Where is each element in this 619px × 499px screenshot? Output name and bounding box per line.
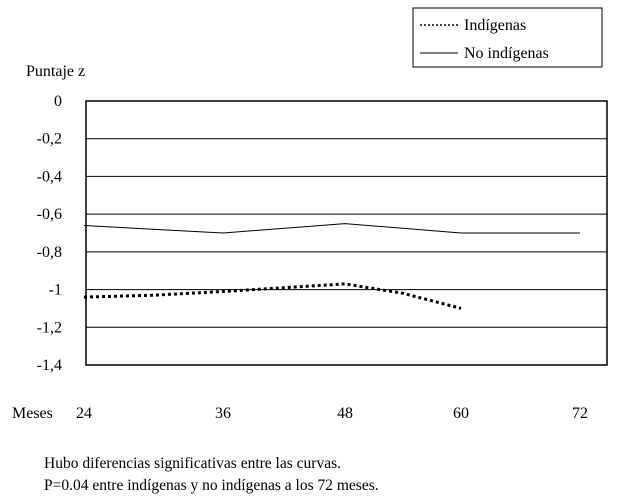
note-line-1: Hubo diferencias significativas entre la…: [44, 455, 341, 472]
x-axis-title: Meses: [12, 405, 53, 422]
y-tick-label: -1,4: [37, 357, 62, 374]
series-line-no-indigenas: [83, 223, 580, 234]
x-tick-label: 36: [215, 405, 231, 422]
legend: Indígenas No indígenas: [412, 7, 603, 68]
y-tick-label: -0,2: [37, 131, 62, 148]
y-tick-label: -0,6: [37, 206, 62, 223]
y-tick-label: -0,8: [37, 244, 62, 261]
y-tick-label: -1,2: [37, 319, 62, 336]
legend-label-indigenas: Indígenas: [464, 17, 526, 34]
y-tick-label: -0,4: [37, 168, 62, 185]
series-layer: [83, 223, 580, 310]
x-tick-label: 48: [337, 405, 353, 422]
y-tick-label: 0: [54, 93, 62, 110]
y-tick-label: -1: [49, 282, 62, 299]
legend-label-no-indigenas: No indígenas: [464, 45, 549, 62]
y-axis-title: Puntaje z: [26, 63, 85, 80]
note-line-2: P=0.04 entre indígenas y no indígenas a …: [44, 477, 379, 494]
plot-area: [85, 100, 608, 366]
x-tick-labels: 24 36 48 60 72: [76, 405, 588, 422]
y-tick-labels: 0 -0,2 -0,4 -0,6 -0,8 -1 -1,2 -1,4: [37, 93, 62, 374]
x-tick-label: 24: [76, 405, 92, 422]
x-tick-label: 60: [453, 405, 469, 422]
legend-box: [412, 7, 603, 68]
series-line-indigenas: [83, 282, 462, 310]
x-tick-label: 72: [572, 405, 588, 422]
grid: [86, 138, 607, 328]
